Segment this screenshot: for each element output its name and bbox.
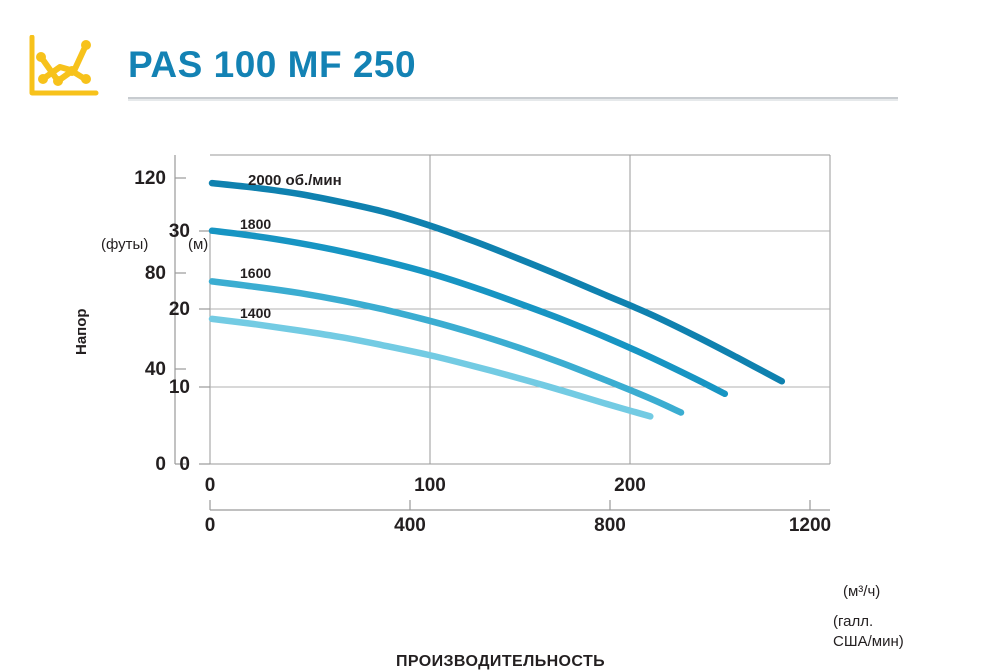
y-axis-meters xyxy=(199,230,210,465)
series-2000 xyxy=(212,181,789,473)
y-axis-feet xyxy=(174,155,186,465)
x-tick-m3h-200: 200 xyxy=(614,475,646,496)
curve-label-2000: 2000 об./мин xyxy=(248,172,342,189)
grid-lines-minor xyxy=(210,230,830,388)
x-unit-gpm-line2: США/мин) xyxy=(833,633,904,650)
y-tick-feet-40: 40 xyxy=(144,359,166,380)
title-divider xyxy=(128,97,898,101)
page-title: PAS 100 MF 250 xyxy=(128,44,417,85)
chart-plot-area xyxy=(174,154,831,511)
x-unit-m3h: (м³/ч) xyxy=(843,583,881,600)
curve-label-1800: 1800 xyxy=(240,216,272,232)
y-tick-m-30: 30 xyxy=(168,221,190,242)
performance-chart: (футы) (м) (м³/ч) (галл. США/мин) Напор … xyxy=(0,110,1000,670)
curve-2000-final xyxy=(212,180,788,452)
curve-label-1600: 1600 xyxy=(240,265,272,281)
x-tick-m3h-100: 100 xyxy=(414,475,446,496)
curve-label-1400: 1400 xyxy=(240,305,272,321)
x-tick-gpm-1200: 1200 xyxy=(788,515,832,536)
x-axis-title: ПРОИЗВОДИТЕЛЬНОСТЬ xyxy=(396,653,606,670)
x-tick-m3h-0: 0 xyxy=(204,475,216,496)
y-tick-feet-80: 80 xyxy=(144,263,166,284)
x-axis-gpm xyxy=(209,500,830,511)
series-group xyxy=(208,179,786,420)
x-tick-gpm-400: 400 xyxy=(394,515,426,536)
y-tick-m-20: 20 xyxy=(168,299,190,320)
series-curve-1400 xyxy=(208,315,654,420)
y-tick-m-0: 0 xyxy=(179,454,190,475)
x-tick-gpm-0: 0 xyxy=(204,515,216,536)
x-tick-gpm-800: 800 xyxy=(594,515,626,536)
page-header: PAS 100 MF 250 xyxy=(0,0,1000,110)
y-axis-title: Напор xyxy=(73,308,90,355)
y-tick-feet-0: 0 xyxy=(155,454,166,475)
series-curve-2000 xyxy=(208,179,786,385)
y-unit-feet: (футы) xyxy=(101,236,149,253)
line-chart-icon xyxy=(28,34,100,97)
series-curve-1800 xyxy=(208,227,729,398)
x-unit-gpm-line1: (галл. xyxy=(833,613,874,630)
series-curve-1600 xyxy=(208,278,685,416)
y-unit-meters: (м) xyxy=(188,236,209,253)
y-tick-feet-120: 120 xyxy=(134,168,166,189)
y-tick-m-10: 10 xyxy=(168,377,190,398)
